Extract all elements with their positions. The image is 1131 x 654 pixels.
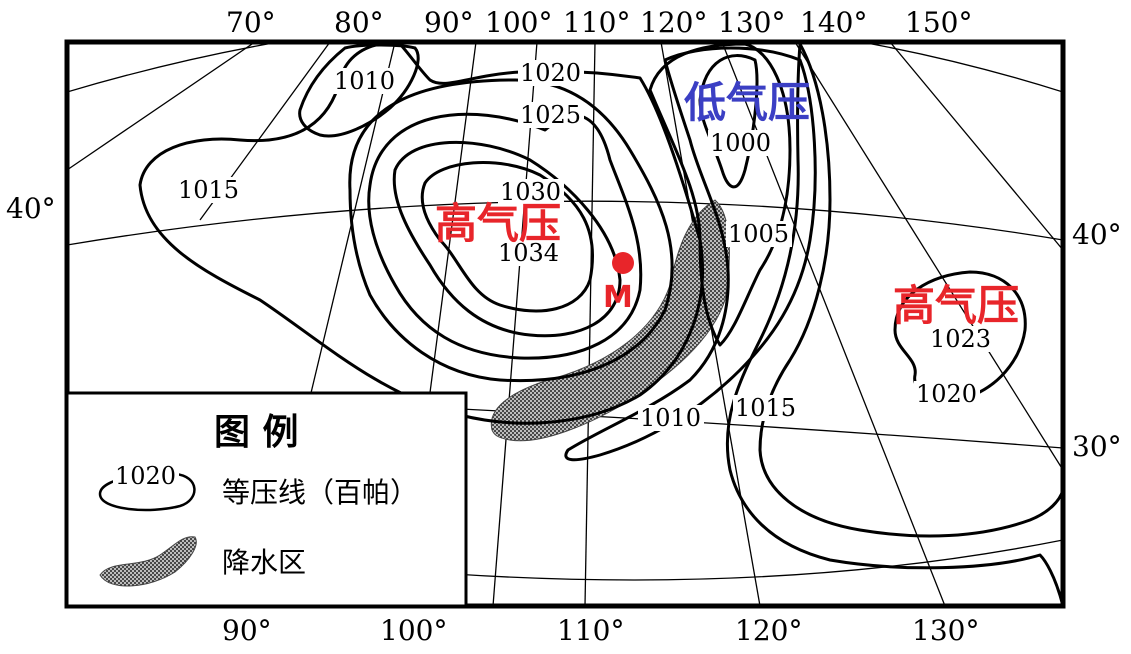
high-pressure-label-main: 高气压 — [435, 199, 561, 248]
isobar-label: 1010 — [640, 404, 701, 432]
top-longitude-labels: 70° 80° 90° 100° 110° 120° 130° 140° 150… — [226, 6, 972, 39]
right-latitude-label: 30° — [1072, 430, 1122, 463]
legend-precip-sample — [99, 536, 197, 587]
map-frame — [64, 39, 1066, 609]
top-longitude-label: 150° — [905, 6, 972, 39]
isobar-label: 1030 — [500, 178, 561, 206]
bottom-longitude-label: 130° — [912, 614, 979, 647]
longitude-line — [889, 42, 1063, 251]
point-m-marker — [612, 252, 634, 274]
isobar-1015-east — [725, 42, 1063, 606]
isobar-1034 — [420, 161, 595, 313]
left-latitude-label: 40° — [6, 192, 56, 225]
isobar-1020 — [348, 78, 674, 383]
legend-isobar-value: 1020 — [115, 462, 176, 490]
legend-title: 图 例 — [214, 412, 299, 453]
right-latitude-label: 40° — [1072, 218, 1122, 251]
bottom-longitude-label: 120° — [735, 614, 802, 647]
bottom-longitude-label: 110° — [557, 614, 624, 647]
isobar-label: 1015 — [735, 394, 796, 422]
isobar-label: 1015 — [178, 176, 239, 204]
top-longitude-label: 120° — [640, 6, 707, 39]
top-longitude-label: 90° — [424, 6, 474, 39]
high-pressure-label-east: 高气压 — [893, 281, 1019, 330]
isobar-1023 — [893, 270, 1027, 402]
isobar-label: 1034 — [498, 239, 559, 267]
legend: 图 例 1020 等压线（百帕） 降水区 — [65, 391, 468, 608]
isobar-label: 1010 — [334, 67, 395, 95]
longitude-line — [794, 42, 1063, 471]
isobar-label: 1025 — [520, 101, 581, 129]
legend-box — [65, 391, 468, 608]
top-longitude-label: 110° — [563, 6, 630, 39]
isobar-label: 1020 — [916, 380, 977, 408]
legend-isobar-label: 等压线（百帕） — [222, 476, 418, 509]
latitude-line — [67, 42, 1063, 93]
isobar-1030 — [392, 140, 622, 338]
legend-precip-label: 降水区 — [222, 546, 306, 579]
isobar-labels: 1010 1020 1025 1015 1030 1034 1000 1005 … — [176, 59, 994, 432]
top-longitude-label: 70° — [226, 6, 276, 39]
latitude-line — [399, 539, 1063, 581]
latitude-line — [67, 200, 1063, 246]
longitude-line — [67, 42, 256, 171]
longitude-line — [584, 42, 596, 606]
bottom-longitude-label: 100° — [380, 614, 447, 647]
top-longitude-label: 80° — [334, 6, 384, 39]
isobar-label: 1023 — [930, 325, 991, 353]
isobar-label: 1000 — [710, 129, 771, 157]
longitude-line — [492, 42, 538, 606]
bottom-longitude-label: 90° — [222, 614, 272, 647]
isobar-label: 1005 — [728, 220, 789, 248]
top-longitude-label: 100° — [485, 6, 552, 39]
top-longitude-label: 130° — [718, 6, 785, 39]
low-pressure-label: 低气压 — [684, 78, 810, 127]
top-longitude-label: 140° — [800, 6, 867, 39]
point-m-label: M — [603, 280, 633, 315]
isobar-1010-east — [564, 46, 817, 462]
isobar-1010-north — [298, 43, 420, 138]
isobar-label: 1020 — [520, 59, 581, 87]
isobar-1025 — [367, 112, 643, 360]
bottom-longitude-labels: 90° 100° 110° 120° 130° — [222, 614, 979, 647]
